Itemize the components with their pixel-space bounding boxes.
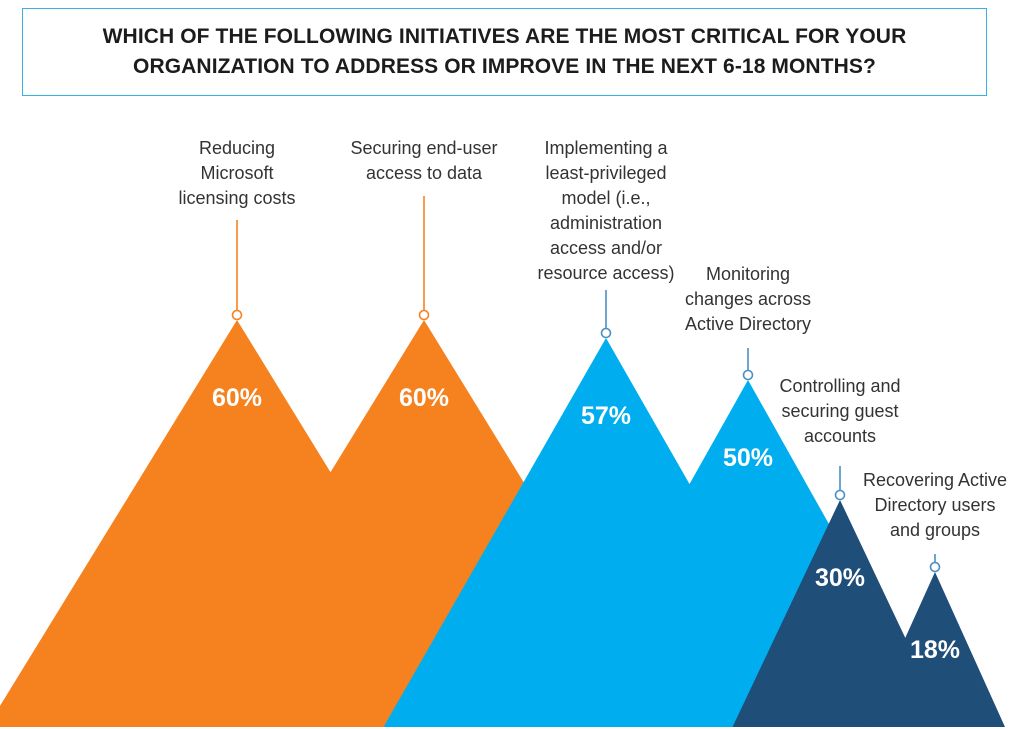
category-label-5: Controlling and securing guest accounts [779,376,900,446]
peak-marker-6 [929,561,941,573]
category-label-line: access to data [366,163,483,183]
category-label-line: Controlling and [779,376,900,396]
category-label-line: administration [550,213,662,233]
category-label-line: and groups [890,520,980,540]
category-label-line: resource access) [537,263,674,283]
category-label-line: Directory users [874,495,995,515]
category-label-line: Implementing a [544,138,668,158]
category-label-line: Active Directory [685,314,811,334]
value-label-3: 57% [581,402,631,430]
category-label-2: Securing end-user access to data [350,138,497,183]
peak-marker-5 [834,489,846,501]
peak-marker-1 [231,309,243,321]
chart-title: WHICH OF THE FOLLOWING INITIATIVES ARE T… [102,25,907,78]
chart-title-box: WHICH OF THE FOLLOWING INITIATIVES ARE T… [22,8,987,96]
category-label-line: licensing costs [178,188,295,208]
value-label-5: 30% [815,564,865,592]
category-label-line: Securing end-user [350,138,497,158]
value-label-4: 50% [723,444,773,472]
category-label-line: Monitoring [706,264,790,284]
peak-marker-3 [600,327,612,339]
category-label-line: least-privileged [545,163,666,183]
category-label-line: securing guest [781,401,898,421]
category-label-6: Recovering Active Directory users and grou… [863,470,1007,540]
value-label-2: 60% [399,384,449,412]
value-label-1: 60% [212,384,262,412]
category-label-line: model (i.e., [561,188,650,208]
category-label-line: Recovering Active [863,470,1007,490]
category-label-3: Implementing a least-privileged model (i.e… [537,138,674,283]
category-label-line: access and/or [550,238,662,258]
category-label-line: changes across [685,289,811,309]
peak-marker-4 [742,369,754,381]
category-label-line: accounts [804,426,876,446]
category-label-1: Reducing Microsoft licensing costs [178,138,295,208]
value-label-6: 18% [910,636,960,664]
peak-6 [865,572,1005,727]
category-label-line: Reducing [199,138,275,158]
category-label-line: Microsoft [200,163,273,183]
peak-marker-2 [418,309,430,321]
category-label-4: Monitoring changes across Active Directory [685,264,811,334]
